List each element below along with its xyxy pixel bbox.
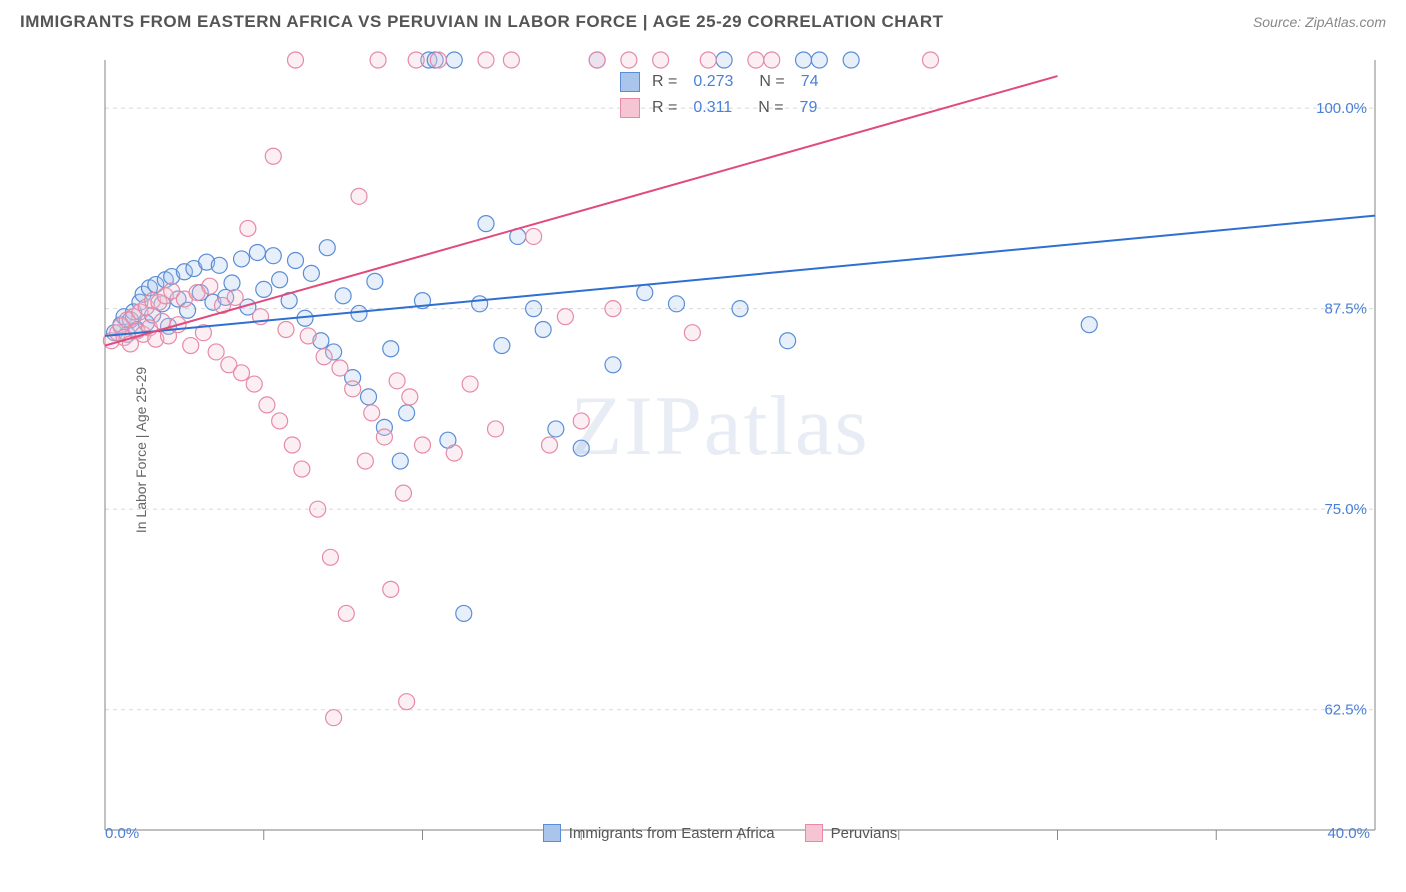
svg-text:87.5%: 87.5% [1324, 301, 1367, 318]
title-bar: IMMIGRANTS FROM EASTERN AFRICA VS PERUVI… [0, 0, 1406, 40]
scatter-plot: 62.5% 75.0% 87.5% 100.0% [50, 50, 1390, 850]
svg-text:62.5%: 62.5% [1324, 702, 1367, 719]
n-label: N = [758, 99, 783, 117]
legend: Immigrants from Eastern Africa Peruvians [50, 824, 1390, 842]
svg-text:75.0%: 75.0% [1324, 501, 1367, 518]
correlation-box: R = 0.273 N = 74 [620, 72, 819, 92]
r-value: 0.311 [693, 99, 732, 117]
corr-swatch [620, 72, 640, 92]
legend-swatch [543, 824, 561, 842]
r-label: R = [652, 99, 677, 117]
chart-area: In Labor Force | Age 25-29 62.5%75.0%87.… [50, 50, 1390, 850]
correlation-box: R = 0.311 N = 79 [620, 98, 817, 118]
legend-item: Immigrants from Eastern Africa [543, 824, 775, 842]
r-label: R = [652, 73, 677, 91]
legend-label: Immigrants from Eastern Africa [569, 825, 775, 842]
svg-text:100.0%: 100.0% [1316, 100, 1367, 117]
n-value: 79 [800, 99, 818, 117]
n-value: 74 [801, 73, 819, 91]
n-label: N = [759, 73, 784, 91]
legend-item: Peruvians [805, 824, 898, 842]
corr-swatch [620, 98, 640, 118]
legend-swatch [805, 824, 823, 842]
r-value: 0.273 [693, 73, 733, 91]
chart-title: IMMIGRANTS FROM EASTERN AFRICA VS PERUVI… [20, 12, 943, 32]
legend-label: Peruvians [831, 825, 898, 842]
source-label: Source: ZipAtlas.com [1253, 14, 1386, 30]
